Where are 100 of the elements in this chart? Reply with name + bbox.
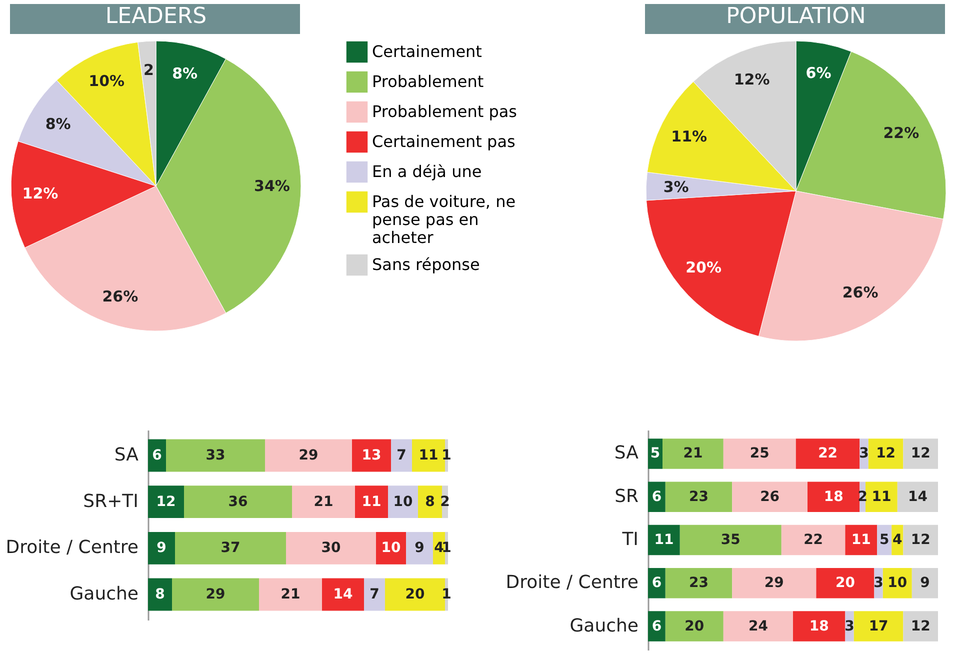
data-label: 23 [689,488,708,505]
data-label: 12 [910,532,930,548]
bar [680,524,782,556]
bar [355,486,388,518]
data-label: 22 [818,446,838,462]
bar [808,482,860,512]
legend-label: Certainement pas [372,132,516,151]
bar [184,486,292,518]
legend-label: Probablement [372,72,484,91]
bar [148,578,172,611]
data-label: 36 [228,494,248,510]
data-label: 20 [684,618,704,634]
data-label: 26% [842,283,878,302]
legend-label: Certainement [372,42,482,61]
data-label: 20 [405,586,425,603]
legend-label: Sans réponse [372,255,480,274]
data-label: 3% [663,178,689,196]
data-label: 10 [381,540,401,556]
data-label: 33 [206,447,226,464]
bar [732,568,816,598]
data-label: 4 [892,532,903,548]
data-label: 9 [414,540,424,556]
data-label: 6 [652,488,662,505]
legend-label: Pas de voiture, ne pense pas en acheter [372,192,516,247]
y-tick-label: Gauche [70,584,138,605]
data-label: 8 [425,494,435,510]
data-label: 11 [418,447,438,464]
data-label: 17 [868,618,888,634]
data-label: 5 [879,532,890,548]
bar [665,611,724,642]
data-label: 21 [683,446,703,462]
data-label: 30 [321,540,341,556]
bar [796,438,860,469]
data-label: 11 [851,532,871,548]
data-label: 8 [155,586,165,603]
data-label: 34% [254,177,290,195]
data-label: 10% [88,72,125,90]
data-label: 14 [333,586,353,603]
bar [385,578,445,611]
data-label: 12 [910,446,930,462]
data-label: 21 [314,494,334,510]
bar [148,486,184,518]
bar [352,439,391,472]
data-label: 12 [910,618,930,634]
legend-label: En a déjà une [372,162,482,181]
data-label: 7 [396,447,406,464]
data-label: 20% [686,258,722,276]
data-label: 3 [844,618,854,634]
bar [166,439,265,472]
y-tick-label: SR [614,486,638,507]
data-label: 12% [734,70,770,88]
bar [732,482,808,512]
bar [265,439,352,472]
data-label: 22% [883,124,920,142]
chart-title: LEADERS [105,4,207,29]
data-label: 12 [156,494,176,510]
data-label: 11 [362,494,382,510]
bar [903,524,938,556]
data-label: 7 [370,586,380,603]
data-label: 2 [144,61,154,80]
data-label: 11% [671,128,708,146]
data-label: 3 [874,575,884,592]
data-label: 6 [652,618,662,634]
bar [259,578,322,611]
data-label: 35 [720,532,740,548]
data-label: 18 [824,488,844,505]
data-label: 24 [748,618,768,634]
bar [868,438,904,469]
y-tick-label: SR+TI [83,490,138,512]
data-label: 6 [652,575,662,592]
data-label: 18 [809,618,829,634]
data-label: 14 [908,488,928,505]
bar [286,532,376,564]
data-label: 26% [102,287,138,306]
data-label: 5 [650,446,660,462]
legend-label: Probablement pas [372,102,518,121]
bar [322,578,364,611]
bar [418,486,442,518]
bar [148,532,175,564]
y-tick-label: TI [621,529,638,550]
y-tick-label: SA [614,442,640,464]
data-label: 25 [750,446,770,462]
bar [854,611,904,642]
y-tick-label: Droite / Centre [6,537,138,558]
bar [816,568,874,598]
bar [175,532,286,564]
data-label: 20 [835,575,856,592]
data-label: 12 [876,446,896,462]
data-label: 37 [220,540,240,556]
data-label: 11 [654,532,674,548]
data-label: 4 [434,540,444,556]
bar [172,578,259,611]
y-tick-label: SA [114,444,140,466]
data-label: 10 [393,494,413,510]
bar [723,611,793,642]
data-label: 6 [152,447,162,464]
bar [903,611,938,642]
bar [292,486,355,518]
data-label: 3 [859,446,869,462]
bar [793,611,846,642]
